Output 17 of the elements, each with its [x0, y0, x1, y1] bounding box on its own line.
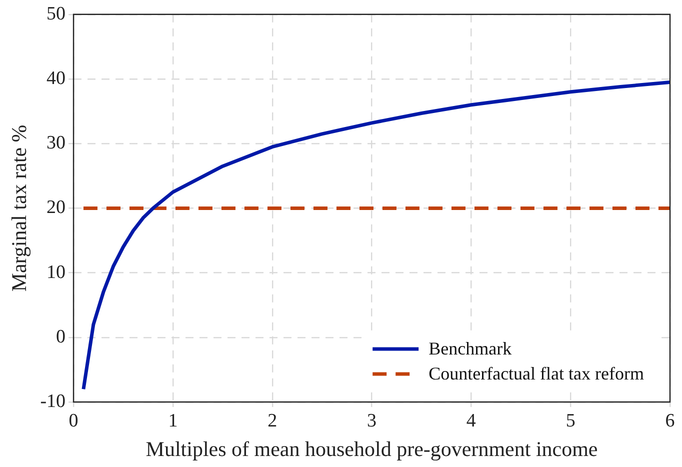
x-tick-label: 6 [665, 410, 675, 432]
legend-label: Benchmark [428, 338, 512, 359]
x-tick-label: 1 [168, 410, 178, 432]
legend-label: Counterfactual flat tax reform [428, 364, 644, 384]
y-tick-label: 10 [46, 262, 66, 283]
y-axis-title: Marginal tax rate % [7, 124, 32, 292]
y-tick-label: 50 [46, 3, 66, 24]
y-tick-label: -10 [40, 390, 66, 412]
x-tick-label: 3 [367, 410, 377, 432]
x-tick-label: 5 [566, 410, 576, 432]
y-tick-label: 20 [46, 197, 66, 218]
x-tick-label: 2 [268, 410, 278, 432]
y-tick-label: 0 [56, 326, 66, 348]
x-tick-label: 4 [466, 410, 476, 432]
y-tick-label: 30 [46, 132, 66, 154]
x-axis-title: Multiples of mean household pre-government income [146, 436, 598, 461]
y-tick-label: 40 [46, 68, 66, 89]
